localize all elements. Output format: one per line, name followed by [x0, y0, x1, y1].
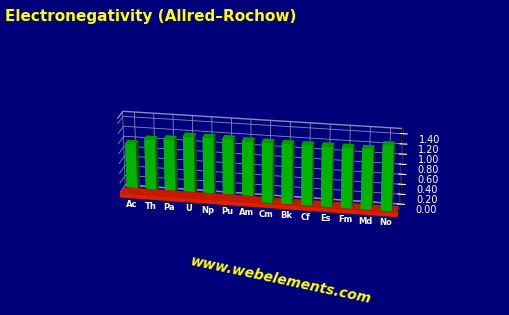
- Text: Electronegativity (Allred–Rochow): Electronegativity (Allred–Rochow): [5, 9, 296, 25]
- Text: www.webelements.com: www.webelements.com: [188, 254, 372, 306]
